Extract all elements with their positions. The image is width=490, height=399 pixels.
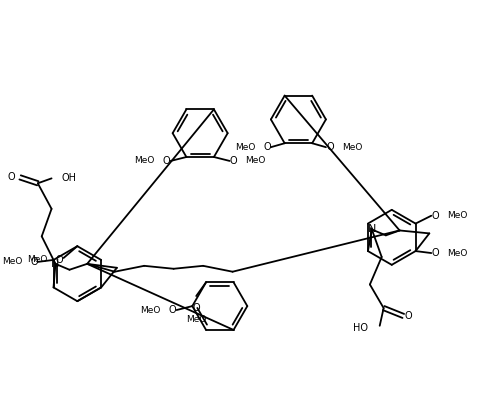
Text: O: O <box>431 248 439 258</box>
Text: O: O <box>56 255 64 265</box>
Text: O: O <box>404 311 412 321</box>
Text: MeO: MeO <box>186 315 206 324</box>
Text: OH: OH <box>61 174 76 184</box>
Text: MeO: MeO <box>245 156 266 166</box>
Text: MeO: MeO <box>447 211 467 220</box>
Text: O: O <box>326 142 334 152</box>
Text: MeO: MeO <box>27 255 48 265</box>
Text: MeO: MeO <box>235 143 255 152</box>
Text: O: O <box>193 303 200 313</box>
Text: O: O <box>163 156 171 166</box>
Text: O: O <box>263 142 271 152</box>
Text: MeO: MeO <box>447 249 467 257</box>
Text: O: O <box>230 156 237 166</box>
Text: MeO: MeO <box>141 306 161 314</box>
Text: O: O <box>431 211 439 221</box>
Text: HO: HO <box>353 323 368 333</box>
Text: MeO: MeO <box>1 257 22 267</box>
Text: N: N <box>51 259 60 269</box>
Text: O: O <box>30 257 38 267</box>
Text: N: N <box>368 225 376 235</box>
Text: O: O <box>169 305 176 315</box>
Text: MeO: MeO <box>342 143 362 152</box>
Text: MeO: MeO <box>135 156 155 166</box>
Text: O: O <box>7 172 15 182</box>
